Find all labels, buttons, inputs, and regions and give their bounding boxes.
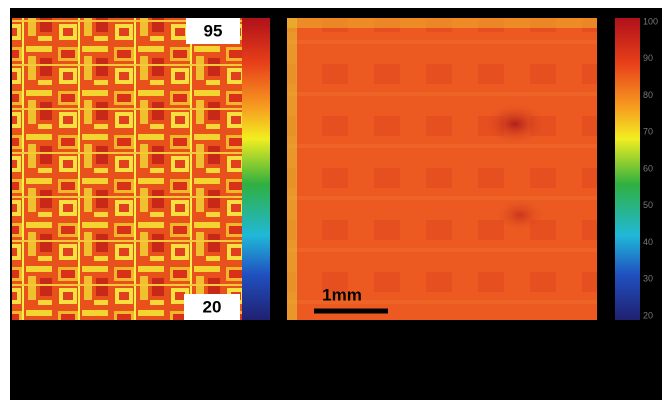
scale-bar-label: 1mm bbox=[322, 285, 362, 304]
colorbar-label: 20 bbox=[643, 310, 653, 320]
left-thermal-image bbox=[12, 18, 242, 320]
thermal-figure: 95 20 1mm 100 90 80 70 60 50 40 30 20 bbox=[0, 0, 670, 403]
max-label: 95 bbox=[204, 21, 223, 40]
min-label: 20 bbox=[203, 297, 222, 316]
right-colorbar bbox=[615, 18, 640, 320]
colorbar-label: 50 bbox=[643, 200, 653, 210]
right-thermal-image bbox=[287, 18, 597, 320]
colorbar-label: 100 bbox=[643, 16, 658, 26]
colorbar-label: 90 bbox=[643, 53, 653, 63]
hot-spot bbox=[496, 199, 544, 231]
edge bbox=[287, 18, 297, 320]
colorbar-label: 30 bbox=[643, 274, 653, 284]
hot-spot bbox=[485, 104, 545, 144]
colorbar-label: 70 bbox=[643, 127, 653, 137]
colorbar-label: 80 bbox=[643, 90, 653, 100]
colorbar-label: 60 bbox=[643, 163, 653, 173]
colorbar-label: 40 bbox=[643, 237, 653, 247]
left-colorbar bbox=[242, 18, 270, 320]
edge bbox=[287, 18, 597, 28]
page: 95 20 1mm 1009080706050403020 (() => { c… bbox=[0, 0, 670, 403]
